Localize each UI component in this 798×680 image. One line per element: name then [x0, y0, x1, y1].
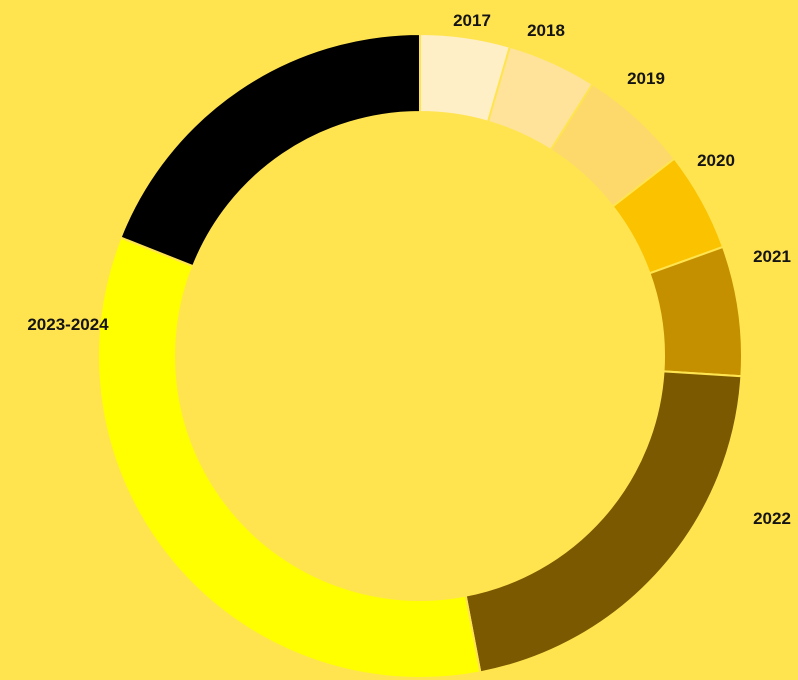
label-2017: 2017 — [453, 11, 491, 30]
label-2023-2024: 2023-2024 — [27, 315, 109, 334]
label-2019: 2019 — [627, 69, 665, 88]
slice-labels: 2017 2018 2019 2020 2021 2022 2023-2024 — [27, 11, 791, 528]
label-2020: 2020 — [697, 151, 735, 170]
label-2021: 2021 — [753, 247, 791, 266]
slice-2022 — [464, 370, 743, 674]
slice-unlabeled — [119, 32, 421, 268]
label-2022: 2022 — [753, 509, 791, 528]
slice-2023-2024 — [97, 236, 482, 679]
label-2018: 2018 — [527, 21, 565, 40]
donut-slices — [97, 32, 743, 679]
